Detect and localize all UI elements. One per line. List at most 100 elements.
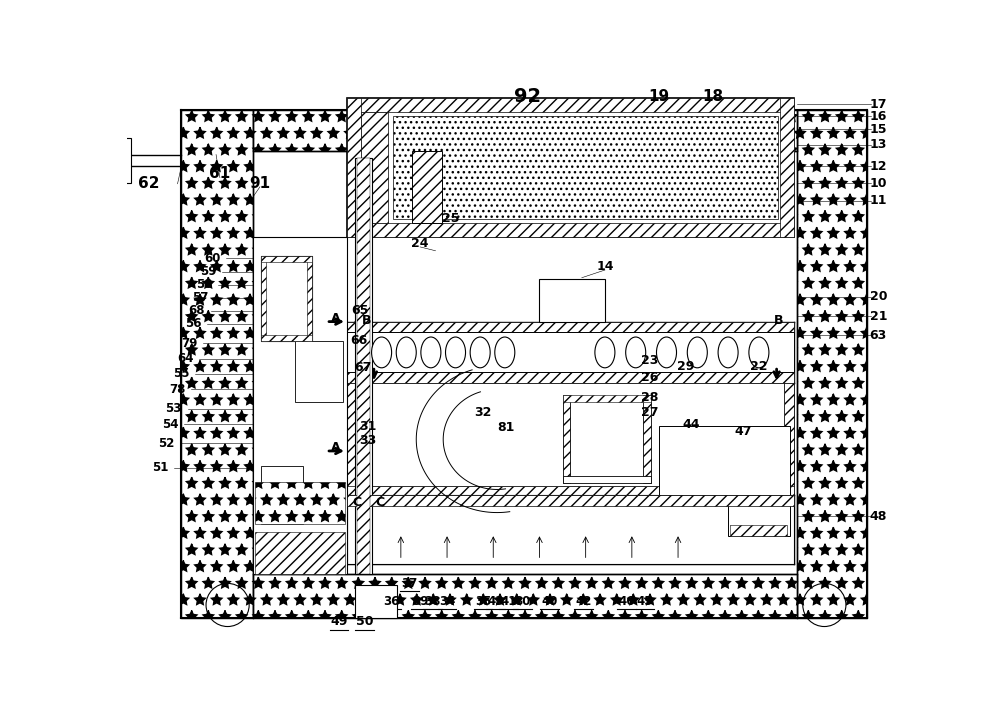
Text: 19: 19	[648, 89, 669, 104]
Text: 18: 18	[702, 89, 723, 104]
Bar	[347, 333, 794, 372]
Text: 47: 47	[735, 425, 752, 438]
Text: B: B	[773, 314, 783, 327]
Bar	[797, 110, 867, 618]
Text: 45: 45	[637, 594, 653, 607]
Text: 58: 58	[196, 278, 213, 291]
Text: 10: 10	[870, 176, 887, 189]
Bar	[355, 585, 397, 618]
Bar	[181, 110, 253, 618]
Ellipse shape	[372, 337, 392, 368]
Bar	[347, 322, 794, 333]
Ellipse shape	[396, 337, 416, 368]
Text: 65: 65	[351, 304, 369, 317]
Text: B: B	[361, 314, 371, 327]
Bar	[261, 256, 312, 262]
Text: C: C	[352, 496, 362, 509]
Text: 36: 36	[383, 594, 400, 607]
Text: 52: 52	[158, 437, 174, 450]
Text: 15: 15	[870, 123, 887, 136]
Text: 42: 42	[575, 594, 592, 607]
Text: 41: 41	[500, 594, 517, 607]
Bar	[356, 383, 784, 486]
Text: 54: 54	[162, 417, 178, 430]
Bar	[347, 495, 794, 564]
Text: 25: 25	[442, 212, 460, 225]
Text: 34: 34	[439, 594, 455, 607]
Text: 56: 56	[185, 317, 201, 330]
Bar	[347, 372, 794, 383]
Text: 40: 40	[541, 594, 558, 607]
Text: 26: 26	[641, 372, 658, 385]
Text: 60: 60	[204, 252, 220, 265]
Text: 66: 66	[350, 334, 367, 347]
Ellipse shape	[656, 337, 677, 368]
Text: 80: 80	[514, 594, 531, 607]
Text: 32: 32	[475, 406, 492, 419]
Bar	[728, 493, 790, 536]
Text: A: A	[331, 441, 340, 454]
Text: 39: 39	[412, 594, 428, 607]
Bar	[539, 279, 605, 322]
Bar	[347, 98, 794, 112]
Ellipse shape	[718, 337, 738, 368]
Text: 33: 33	[359, 435, 376, 448]
Text: 24: 24	[411, 236, 429, 249]
Text: 12: 12	[870, 160, 887, 173]
Bar	[643, 395, 651, 483]
Ellipse shape	[495, 337, 515, 368]
Bar	[393, 116, 778, 219]
Bar	[253, 574, 797, 618]
Text: 13: 13	[870, 138, 887, 151]
Text: 46: 46	[618, 594, 635, 607]
Bar	[563, 476, 651, 483]
Text: 67: 67	[354, 362, 372, 375]
Text: 22: 22	[750, 360, 768, 373]
Bar	[261, 256, 312, 341]
Bar	[253, 237, 347, 574]
Ellipse shape	[749, 337, 769, 368]
Text: 37: 37	[401, 577, 417, 590]
Bar	[347, 486, 794, 495]
Text: 20: 20	[870, 291, 887, 304]
Text: 23: 23	[641, 354, 658, 367]
Text: 51: 51	[152, 461, 168, 474]
Bar	[563, 395, 651, 403]
Text: 57: 57	[192, 291, 209, 304]
Text: 43: 43	[487, 594, 504, 607]
Text: 79: 79	[181, 337, 197, 350]
Text: 31: 31	[359, 420, 376, 433]
Bar	[730, 525, 787, 536]
Text: 64: 64	[177, 352, 193, 365]
Text: 27: 27	[641, 406, 658, 419]
Text: 50: 50	[356, 615, 373, 628]
Bar	[563, 395, 570, 483]
Text: 17: 17	[870, 98, 887, 111]
Bar	[104, 137, 131, 183]
Bar	[261, 335, 312, 341]
Text: 68: 68	[189, 304, 205, 317]
Text: 29: 29	[677, 360, 694, 373]
Text: 44: 44	[682, 417, 700, 430]
Text: 16: 16	[870, 109, 887, 122]
Text: 48: 48	[870, 510, 887, 523]
Text: 78: 78	[169, 383, 186, 396]
Bar	[412, 150, 442, 223]
Bar	[347, 98, 794, 237]
Text: 63: 63	[870, 329, 887, 342]
Bar	[307, 256, 312, 341]
Bar	[347, 98, 361, 237]
Bar	[784, 383, 794, 495]
Text: 28: 28	[641, 390, 658, 403]
Text: 91: 91	[249, 176, 271, 190]
Ellipse shape	[626, 337, 646, 368]
Bar	[347, 495, 794, 506]
Ellipse shape	[595, 337, 615, 368]
Ellipse shape	[687, 337, 707, 368]
Ellipse shape	[421, 337, 441, 368]
Text: 61: 61	[209, 166, 231, 181]
Text: 35: 35	[475, 594, 491, 607]
Text: 53: 53	[166, 402, 182, 415]
Bar	[659, 426, 790, 495]
Bar	[255, 532, 345, 574]
